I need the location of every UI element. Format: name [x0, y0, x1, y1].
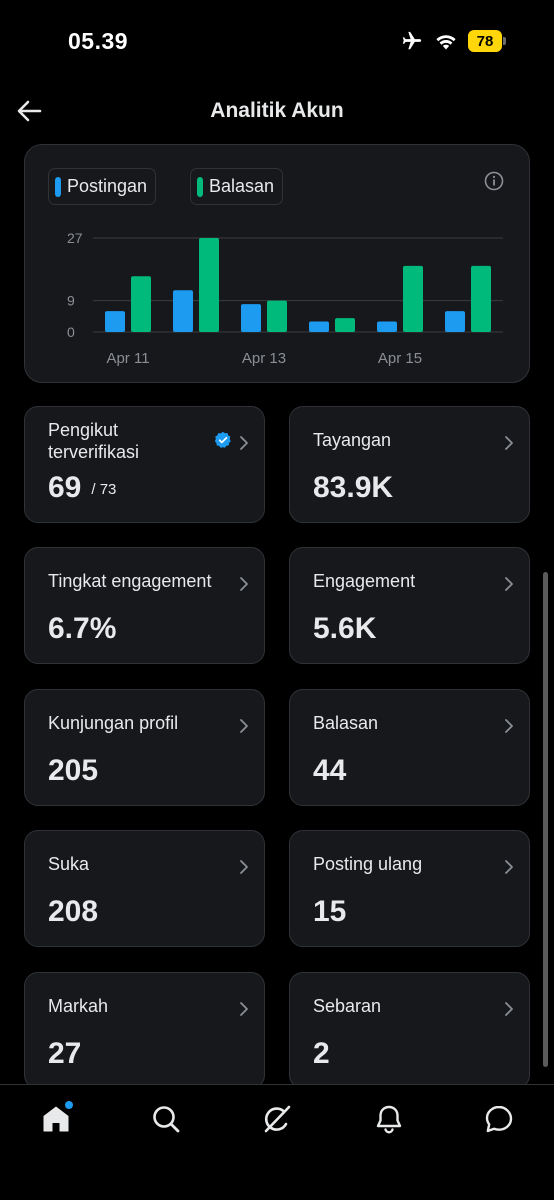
chart-card: Postingan Balasan 0 9 27 Apr 11 Apr 13 Apr 15	[24, 144, 530, 383]
bar-balasan[interactable]	[131, 276, 151, 332]
legend-swatch-balasan	[197, 176, 203, 197]
chevron-right-icon	[505, 1002, 513, 1016]
chevron-right-icon	[505, 577, 513, 591]
bar-balasan[interactable]	[471, 265, 491, 332]
chevron-right-icon	[240, 1002, 248, 1016]
stat-label: Engagement	[313, 571, 416, 591]
stat-label: Kunjungan profil	[48, 713, 179, 733]
battery-indicator: 78	[468, 30, 506, 52]
bar-balasan[interactable]	[199, 238, 219, 332]
chevron-right-icon	[240, 860, 248, 874]
chevron-right-icon	[240, 577, 248, 591]
stat-label: Sebaran	[313, 996, 382, 1016]
stat-label: Balasan	[313, 713, 379, 733]
x-tick-label: Apr 15	[378, 350, 422, 367]
chevron-right-icon	[505, 436, 513, 450]
stat-label: Tingkat engagement	[48, 571, 212, 591]
stat-value: 83.9K	[313, 471, 394, 504]
nav-messages[interactable]	[479, 1099, 519, 1139]
stat-label: Suka	[48, 854, 90, 874]
bar-balasan[interactable]	[335, 318, 355, 332]
stat-value: 15	[313, 895, 347, 928]
home-icon	[43, 1106, 69, 1132]
stat-value: 205	[48, 754, 99, 787]
search-icon	[153, 1106, 180, 1133]
stat-value: 5.6K	[313, 612, 377, 645]
bar-postingan[interactable]	[105, 311, 125, 332]
bottom-nav	[0, 1084, 554, 1200]
stat-card-impressions[interactable]: Tayangan 83.9K	[289, 406, 530, 523]
stat-label: Posting ulang	[313, 854, 423, 874]
status-icons: 78	[400, 30, 506, 52]
stat-value: 27	[48, 1037, 82, 1070]
bar-postingan[interactable]	[309, 321, 329, 332]
stat-card-profile-visits[interactable]: Kunjungan profil 205	[24, 689, 265, 806]
nav-grok[interactable]	[257, 1099, 297, 1139]
bar-balasan[interactable]	[267, 300, 287, 332]
nav-home[interactable]	[36, 1099, 76, 1139]
status-time: 05.39	[68, 28, 129, 54]
header: Analitik Akun	[0, 84, 554, 140]
stat-card-verified-followers[interactable]: Pengikut terverifikasi 69 / 73	[24, 406, 265, 523]
stat-value: 69 / 73	[48, 471, 116, 505]
nav-search[interactable]	[146, 1099, 186, 1139]
legend-label-postingan: Postingan	[67, 176, 148, 196]
bar-balasan[interactable]	[403, 265, 423, 332]
y-tick-label: 0	[67, 324, 75, 340]
stat-label: Pengikut terverifikasi	[48, 420, 140, 462]
stat-card-engagement-rate[interactable]: Tingkat engagement 6.7%	[24, 547, 265, 664]
stat-value: 44	[313, 754, 347, 787]
legend-balasan[interactable]: Balasan	[190, 168, 284, 205]
stat-card-replies[interactable]: Balasan 44	[289, 689, 530, 806]
bar-postingan[interactable]	[377, 321, 397, 332]
chevron-right-icon	[505, 719, 513, 733]
stat-value-sub: / 73	[91, 481, 117, 498]
stat-value-number: 69	[48, 471, 82, 504]
x-tick-label: Apr 11	[106, 350, 149, 367]
info-icon[interactable]	[483, 170, 505, 192]
bar-postingan[interactable]	[241, 304, 261, 332]
arrow-left-icon	[17, 100, 42, 122]
legend-postingan[interactable]: Postingan	[48, 168, 157, 205]
scrollbar[interactable]	[543, 572, 548, 1067]
stat-value: 2	[313, 1037, 330, 1070]
nav-notifications[interactable]	[369, 1099, 409, 1139]
x-tick-label: Apr 13	[242, 350, 286, 367]
wifi-icon	[436, 35, 456, 50]
legend-label-balasan: Balasan	[209, 176, 275, 196]
stat-value: 6.7%	[48, 612, 117, 645]
stat-label: Markah	[48, 996, 109, 1016]
stat-label: Tayangan	[313, 430, 392, 450]
bar-postingan[interactable]	[445, 311, 465, 332]
stat-card-bookmarks[interactable]: Markah 27	[24, 972, 265, 1089]
stat-card-engagement[interactable]: Engagement 5.6K	[289, 547, 530, 664]
bell-icon	[376, 1105, 402, 1134]
y-tick-label: 9	[67, 293, 75, 309]
stat-card-shares[interactable]: Sebaran 2	[289, 972, 530, 1089]
battery-level: 78	[468, 30, 502, 52]
page-title: Analitik Akun	[210, 99, 344, 122]
chevron-right-icon	[240, 436, 248, 450]
status-bar: 05.39 78	[0, 0, 554, 84]
chevron-right-icon	[240, 719, 248, 733]
notification-dot	[65, 1101, 73, 1109]
stat-card-reposts[interactable]: Posting ulang 15	[289, 830, 530, 947]
stat-card-likes[interactable]: Suka 208	[24, 830, 265, 947]
stat-value: 208	[48, 895, 99, 928]
y-tick-label: 27	[67, 230, 83, 246]
airplane-icon	[402, 31, 422, 50]
messages-icon	[485, 1105, 513, 1133]
verified-badge-icon	[214, 431, 231, 448]
back-button[interactable]	[10, 92, 48, 130]
bar-chart: 0 9 27 Apr 11 Apr 13 Apr 15	[67, 230, 503, 367]
chevron-right-icon	[505, 860, 513, 874]
battery-cap	[503, 37, 506, 45]
grok-icon	[264, 1105, 291, 1133]
legend-swatch-postingan	[55, 176, 61, 197]
bar-postingan[interactable]	[173, 290, 193, 332]
